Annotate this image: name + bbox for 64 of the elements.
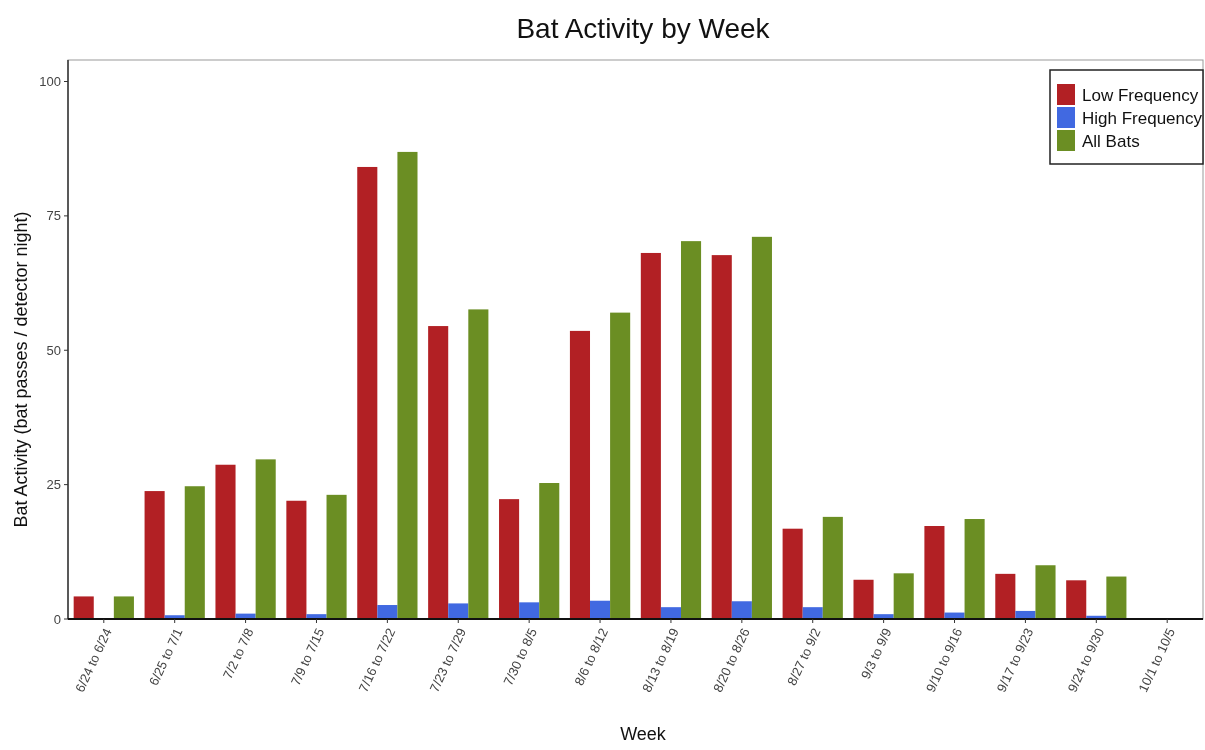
y-tick-label: 50 [46,342,61,358]
bar [286,500,307,619]
x-tick-label: 9/24 to 9/30 [1064,625,1108,695]
x-tick-label: 9/10 to 9/16 [922,625,966,695]
bar [184,486,205,619]
x-tick-label: 8/27 to 9/2 [784,625,824,688]
x-tick-label: 7/23 to 7/29 [426,625,470,695]
bar [660,607,681,619]
bar [1106,576,1127,619]
x-tick-label: 10/1 to 10/5 [1135,625,1179,695]
bar [731,601,752,619]
x-tick-label: 7/2 to 7/8 [219,625,257,682]
bar [397,151,418,619]
bar [428,326,449,619]
legend-label: High Frequency [1082,108,1203,128]
legend-label: All Bats [1082,131,1140,151]
bar [1066,580,1087,619]
bar [468,309,489,619]
x-tick-label: 8/6 to 8/12 [571,625,611,688]
y-tick-label: 0 [53,611,61,627]
bar [215,464,236,619]
x-tick-label: 6/25 to 7/1 [145,625,186,688]
y-tick-label: 25 [46,477,61,493]
bar [782,528,803,619]
bar [448,603,469,619]
bar [995,573,1016,619]
x-tick-label: 7/30 to 8/5 [500,625,540,688]
chart-title: Bat Activity by Week [516,13,771,44]
bar [964,519,985,619]
bar [499,499,520,619]
x-tick-label: 7/9 to 7/15 [287,625,328,688]
bar [893,573,914,619]
bar [569,330,591,619]
bar [1035,565,1056,619]
y-tick-label: 75 [46,208,61,224]
y-axis-title: Bat Activity (bat passes / detector night) [11,211,31,528]
y-tick-label: 100 [39,74,61,90]
bar [519,602,540,619]
bar [377,605,398,619]
x-tick-label: 6/24 to 6/24 [72,625,115,695]
bar [822,516,843,619]
bar [255,459,276,619]
bar [144,491,165,619]
bar [680,241,702,619]
bar [711,255,732,619]
x-tick-label: 7/16 to 7/22 [355,625,399,695]
bar [357,166,378,619]
bar [326,494,347,619]
bar [802,607,823,619]
bar [924,526,945,619]
bar [640,252,661,619]
legend-label: Low Frequency [1082,85,1199,105]
x-tick-label: 8/13 to 8/19 [639,625,682,695]
x-axis-title: Week [620,724,667,744]
bar [853,579,874,619]
bar [751,236,772,619]
x-tick-label: 9/3 to 9/9 [857,625,895,682]
bar [73,596,94,619]
bar [610,312,631,619]
x-tick-label: 8/20 to 8/26 [710,625,753,695]
bar [590,600,611,619]
x-tick-label: 9/17 to 9/23 [993,625,1037,695]
bar [113,596,134,619]
bar [539,483,560,619]
